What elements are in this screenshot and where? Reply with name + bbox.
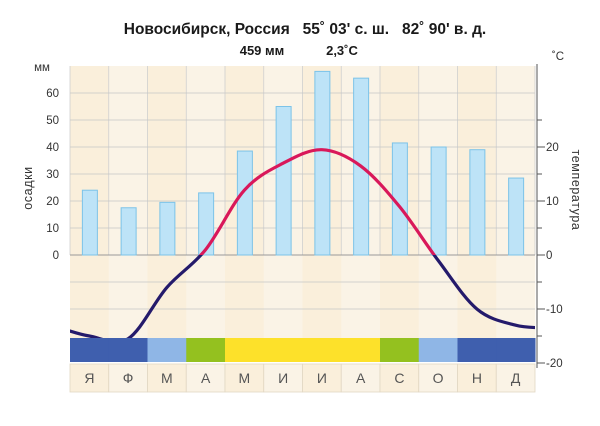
precipitation-bar bbox=[120, 207, 137, 256]
month-cell bbox=[185, 363, 226, 393]
precipitation-bar bbox=[81, 189, 98, 256]
precip-tick-label: 0 bbox=[53, 250, 59, 262]
precip-axis: мм 0 10 20 30 40 50 60 bbox=[34, 62, 59, 262]
month-cell bbox=[147, 363, 187, 393]
month-label: И bbox=[278, 370, 288, 386]
temp-tick-label: 20 bbox=[546, 142, 559, 154]
season-cell bbox=[496, 338, 536, 362]
season-cell bbox=[263, 338, 303, 362]
month-cell bbox=[224, 363, 265, 393]
season-cell bbox=[457, 338, 497, 362]
season-cell bbox=[225, 338, 265, 362]
temperature-line-positive bbox=[198, 148, 437, 255]
month-cell bbox=[263, 363, 303, 393]
precipitation-bar bbox=[159, 201, 176, 256]
month-cell bbox=[302, 363, 342, 393]
season-cell bbox=[302, 338, 342, 362]
precipitation-bar bbox=[236, 150, 253, 256]
precipitation-bar bbox=[508, 177, 525, 256]
background-column bbox=[108, 66, 148, 347]
season-cell bbox=[147, 338, 187, 362]
month-label: Д bbox=[511, 370, 521, 386]
precip-tick-label: 10 bbox=[46, 223, 59, 235]
precip-tick-label: 40 bbox=[46, 142, 59, 154]
season-cell bbox=[186, 338, 226, 362]
month-label: М bbox=[161, 370, 173, 386]
month-cell bbox=[495, 363, 536, 393]
temperature-line-negative bbox=[70, 255, 535, 344]
temperature-line bbox=[70, 148, 535, 344]
precip-unit: мм bbox=[34, 62, 50, 74]
precip-tick-label: 30 bbox=[46, 169, 59, 181]
month-label: Н bbox=[472, 370, 482, 386]
month-label: М bbox=[239, 370, 251, 386]
precipitation-bar bbox=[430, 146, 447, 256]
chart-title: Новосибирск, Россия 55˚ 03' с. ш. 82˚ 90… bbox=[124, 21, 486, 38]
grid-lines bbox=[69, 66, 536, 310]
month-label: С bbox=[394, 370, 404, 386]
season-cell bbox=[341, 338, 381, 362]
temp-tick-label: 10 bbox=[546, 196, 559, 208]
temp-tick-label: -20 bbox=[546, 358, 563, 370]
precip-tick-label: 50 bbox=[46, 115, 59, 127]
precipitation-bar bbox=[198, 192, 215, 256]
month-cell bbox=[69, 363, 110, 393]
month-label: О bbox=[433, 370, 444, 386]
mean-temperature: 2,3˚С bbox=[326, 43, 358, 58]
temp-tick-label: -10 bbox=[546, 304, 563, 316]
temp-axis: ˚С 20 10 0 -10 -20 bbox=[536, 51, 564, 370]
temp-unit: ˚С bbox=[552, 51, 564, 63]
precipitation-bar bbox=[275, 106, 292, 256]
season-cell bbox=[380, 338, 420, 362]
annual-precipitation: 459 мм bbox=[240, 43, 285, 58]
month-label: Ф bbox=[123, 370, 134, 386]
temp-tick-label: 0 bbox=[546, 250, 552, 262]
month-cell bbox=[340, 363, 381, 393]
precipitation-bar bbox=[469, 149, 486, 256]
month-cell bbox=[379, 363, 420, 393]
month-label: А bbox=[356, 370, 366, 386]
month-label: И bbox=[317, 370, 327, 386]
month-label: Я bbox=[84, 370, 94, 386]
temperature-line-group bbox=[70, 148, 535, 344]
season-bar bbox=[70, 338, 536, 362]
precip-axis-title: осадки bbox=[21, 166, 35, 210]
precip-tick-label: 60 bbox=[46, 88, 59, 100]
season-cell bbox=[70, 338, 110, 362]
precipitation-bar bbox=[314, 70, 331, 256]
temp-axis-title: температура bbox=[569, 150, 583, 231]
season-cell bbox=[108, 338, 148, 362]
season-cell bbox=[418, 338, 458, 362]
precip-tick-label: 20 bbox=[46, 196, 59, 208]
month-label: А bbox=[201, 370, 211, 386]
